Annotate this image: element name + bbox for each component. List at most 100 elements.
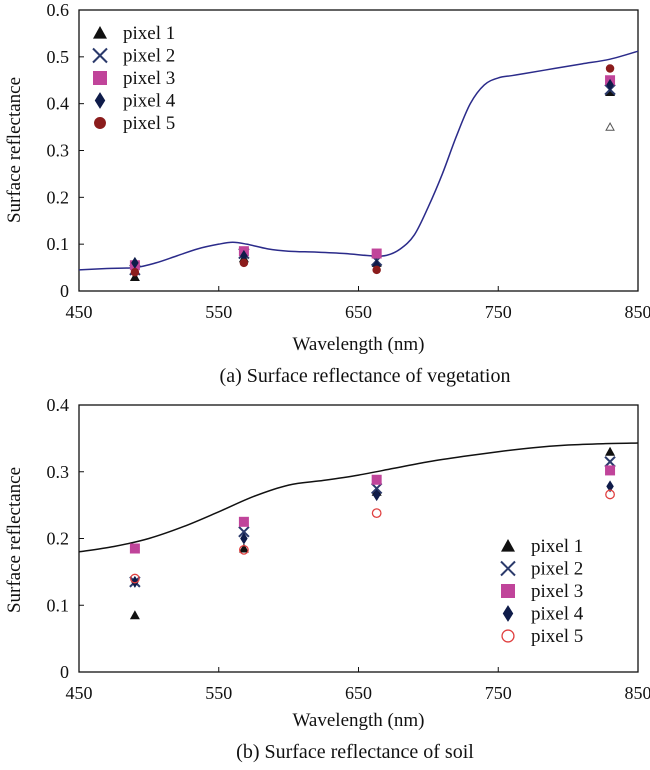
legend-marker-cross	[92, 47, 108, 64]
legend-item: pixel 1	[93, 23, 175, 44]
data-point	[240, 532, 248, 545]
y-tick-label: 0.2	[47, 187, 70, 207]
series-pixel-5	[129, 489, 615, 584]
axis-ticks: 450 550 650 750 850 0 0.1 0.2 0.3 0.4 0.5 0.6	[47, 0, 650, 322]
data-point	[240, 249, 248, 262]
panel-caption: (b) Surface reflectance of soil	[236, 741, 474, 763]
legend-marker-triangle	[501, 539, 515, 552]
legend-item: pixel 4	[94, 91, 176, 112]
data-point	[605, 465, 616, 476]
data-point	[238, 526, 250, 538]
data-point	[131, 256, 139, 269]
data-point	[371, 508, 382, 519]
y-tick-label: 0.1	[47, 595, 70, 615]
y-tick-label: 0.1	[47, 234, 70, 254]
series-pixel-4	[131, 78, 614, 272]
legend-marker-circle-open	[501, 629, 515, 643]
data-point	[372, 489, 381, 502]
x-tick-label: 650	[345, 302, 372, 322]
y-tick-label: 0	[60, 281, 69, 301]
legend-item: pixel 5	[94, 113, 175, 134]
legend-label: pixel 2	[123, 46, 175, 67]
data-point	[371, 474, 382, 485]
legend-item: pixel 2	[500, 559, 583, 580]
series-pixel-2	[129, 83, 616, 276]
legend-marker-triangle	[93, 26, 107, 39]
legend-marker-circle	[94, 117, 106, 129]
data-point	[606, 78, 614, 91]
y-tick-label: 0.6	[47, 0, 70, 20]
legend-label: pixel 1	[531, 536, 583, 557]
data-point	[130, 268, 140, 277]
legend-item: pixel 3	[93, 68, 175, 89]
x-tick-label: 850	[625, 683, 650, 703]
x-tick-label: 850	[625, 302, 650, 322]
data-point	[370, 482, 383, 495]
y-tick-label: 0	[60, 662, 69, 682]
series-pixel-3	[129, 465, 616, 554]
data-point	[239, 544, 249, 555]
legend-item: pixel 1	[501, 536, 583, 557]
y-axis-title: Surface reflectance	[4, 467, 25, 613]
legend-marker-diamond	[94, 92, 106, 109]
x-tick-label: 450	[66, 302, 93, 322]
x-axis-title: Wavelength (nm)	[293, 710, 425, 731]
series-pixel-2	[129, 456, 616, 588]
data-point	[605, 64, 615, 73]
legend-label: pixel 2	[531, 559, 583, 580]
data-point	[129, 573, 140, 584]
x-tick-label: 750	[485, 683, 512, 703]
data-point	[371, 248, 382, 259]
data-points	[129, 446, 616, 620]
data-point	[238, 543, 249, 553]
legend-item: pixel 5	[501, 626, 583, 647]
reference-curve	[78, 442, 639, 553]
legend-label: pixel 5	[531, 626, 583, 647]
y-tick-label: 0.2	[47, 529, 70, 549]
legend-item: pixel 3	[501, 581, 583, 602]
legend-item: pixel 2	[92, 46, 175, 67]
data-point	[238, 516, 249, 527]
x-tick-label: 550	[205, 683, 232, 703]
x-tick-label: 750	[485, 302, 512, 322]
legend-marker-cross	[500, 560, 516, 577]
series-pixel-5	[130, 64, 615, 277]
data-point	[131, 575, 139, 588]
panel-vegetation: 450 550 650 750 850 0 0.1 0.2 0.3 0.4 0.5 0.6 pixel…	[4, 0, 650, 387]
y-tick-label: 0.3	[47, 141, 70, 161]
data-point	[372, 265, 381, 275]
reference-curve	[78, 50, 639, 271]
y-tick-label: 0.4	[47, 395, 70, 415]
legend-marker-square	[93, 71, 107, 85]
legend-label: pixel 1	[123, 23, 175, 44]
y-tick-label: 0.3	[47, 462, 70, 482]
data-point	[605, 489, 615, 500]
series-pixel-4	[131, 480, 614, 588]
legend-marker-diamond	[502, 605, 514, 622]
y-tick-label: 0.4	[47, 94, 70, 114]
x-tick-label: 550	[205, 302, 232, 322]
axis-ticks: 450 550 650 750 850 0 0.1 0.2 0.3 0.4	[47, 395, 650, 703]
legend-label: pixel 3	[123, 68, 175, 89]
legend-marker-square	[501, 584, 515, 598]
x-tick-label: 650	[345, 683, 372, 703]
data-point	[606, 480, 614, 493]
legend-label: pixel 5	[123, 113, 175, 134]
data-points	[129, 64, 616, 281]
y-tick-label: 0.5	[47, 47, 70, 67]
x-tick-label: 450	[66, 683, 93, 703]
x-axis-title: Wavelength (nm)	[293, 334, 425, 355]
legend-label: pixel 4	[531, 604, 584, 625]
data-point-outlier	[605, 122, 615, 131]
data-point	[605, 86, 616, 96]
legend-label: pixel 3	[531, 581, 583, 602]
y-axis-title: Surface reflectance	[4, 77, 25, 223]
legend-label: pixel 4	[123, 91, 176, 112]
series-pixel-3	[129, 75, 616, 271]
data-point	[604, 456, 616, 468]
data-point	[239, 258, 249, 268]
